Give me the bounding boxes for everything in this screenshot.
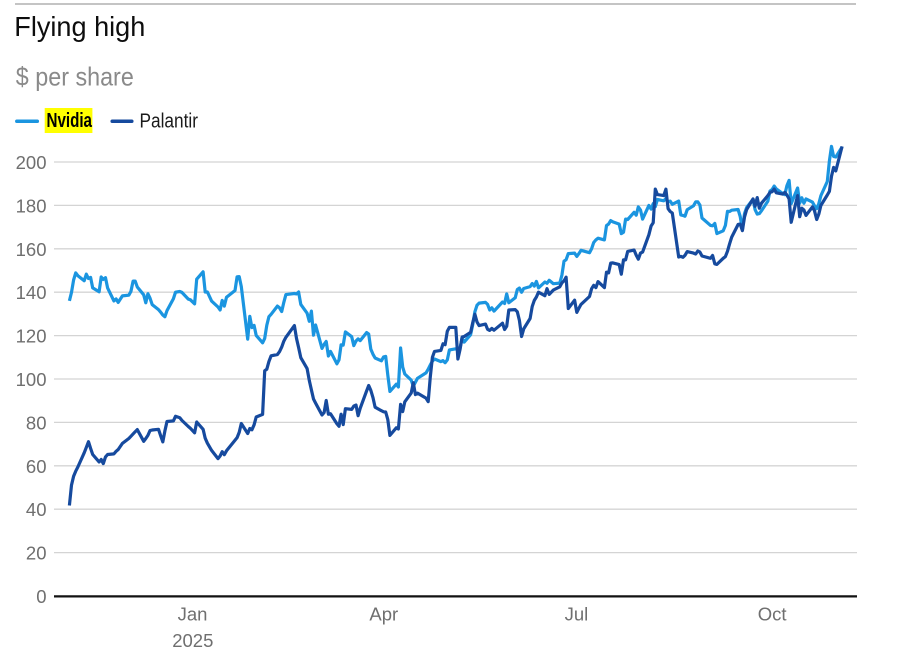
svg-text:Flying high: Flying high — [14, 11, 145, 42]
svg-text:Apr: Apr — [369, 604, 398, 625]
svg-text:180: 180 — [16, 195, 47, 216]
svg-text:100: 100 — [16, 369, 47, 390]
svg-text:$ per share: $ per share — [16, 62, 134, 92]
svg-text:80: 80 — [26, 412, 47, 433]
svg-text:60: 60 — [26, 456, 47, 477]
svg-text:120: 120 — [16, 326, 47, 347]
svg-text:140: 140 — [16, 282, 47, 303]
svg-text:200: 200 — [16, 152, 47, 173]
svg-text:2025: 2025 — [172, 630, 213, 651]
svg-text:160: 160 — [16, 239, 47, 260]
svg-text:20: 20 — [26, 543, 47, 564]
svg-text:40: 40 — [26, 499, 47, 520]
svg-text:Palantir: Palantir — [140, 109, 199, 132]
svg-text:Jul: Jul — [565, 604, 589, 625]
svg-text:Jan: Jan — [178, 604, 208, 625]
svg-text:Oct: Oct — [758, 604, 787, 625]
svg-text:0: 0 — [36, 586, 46, 607]
svg-text:Nvidia: Nvidia — [47, 109, 93, 132]
